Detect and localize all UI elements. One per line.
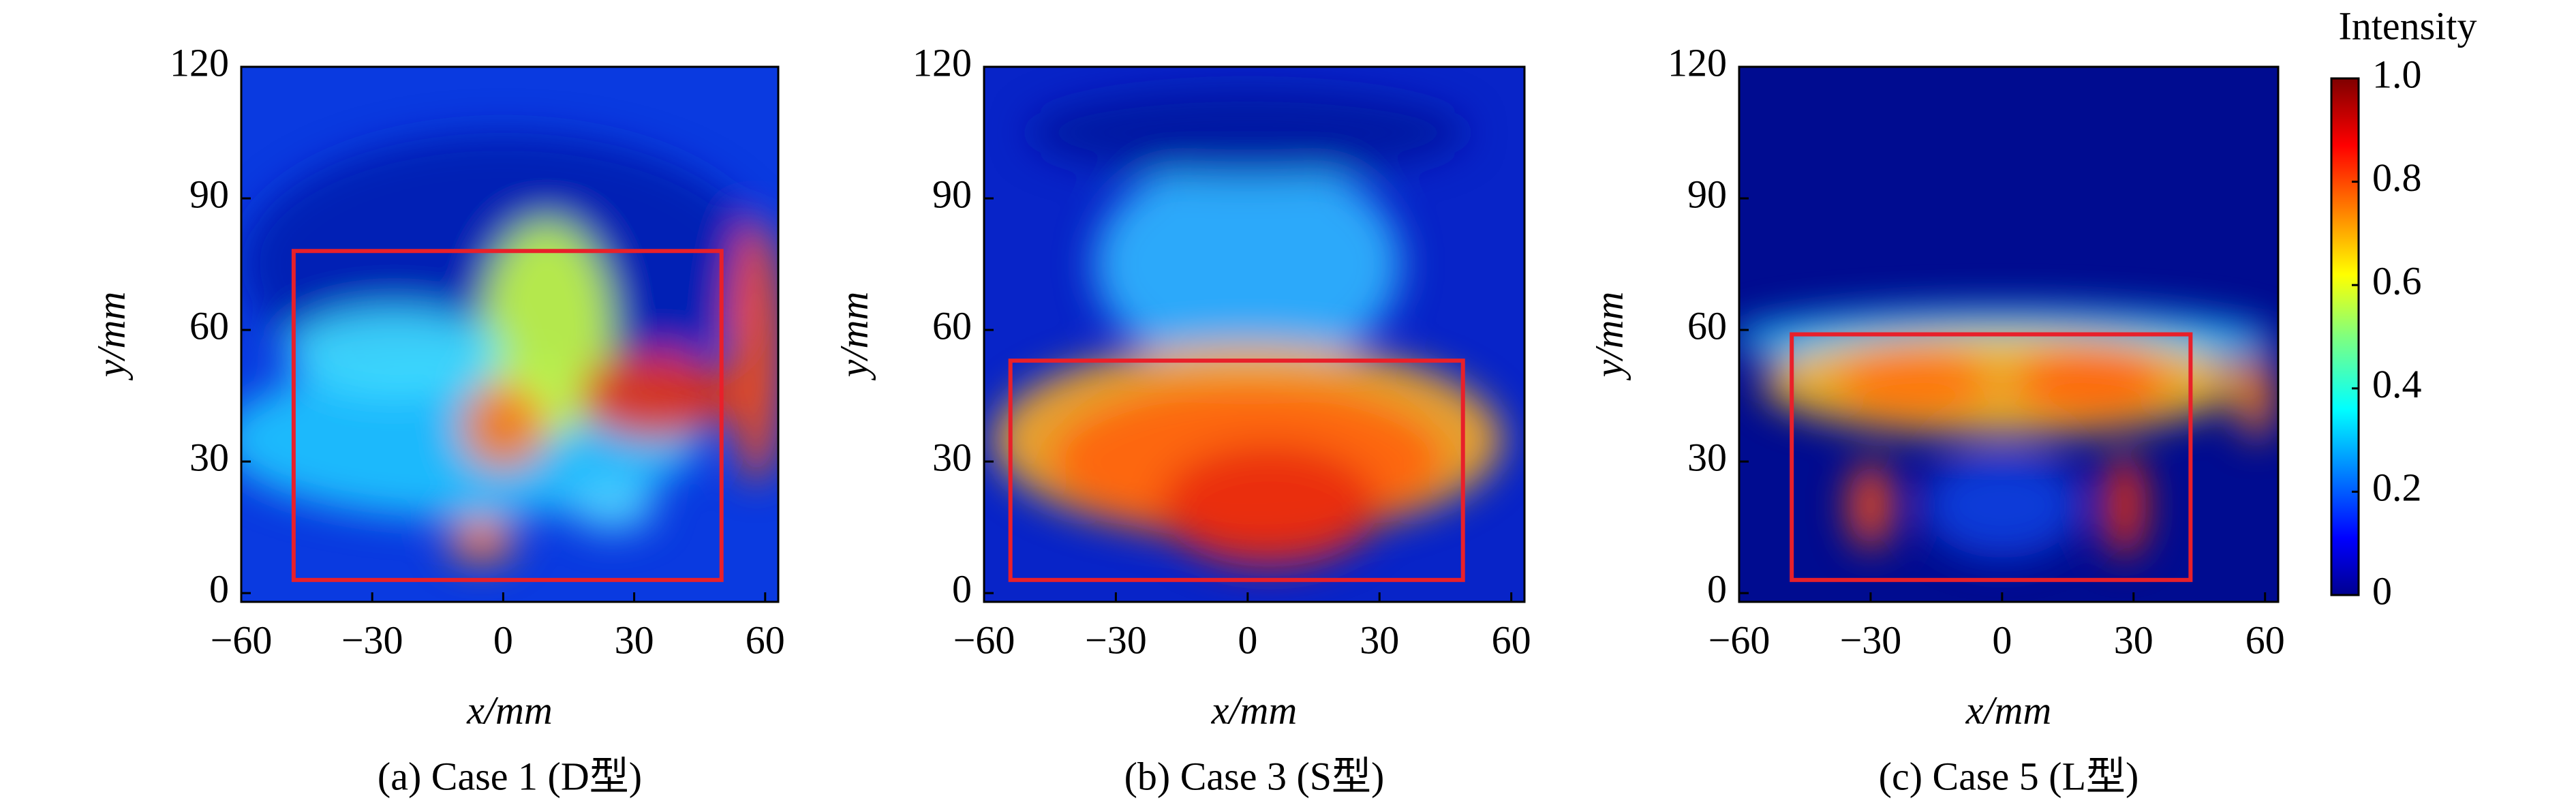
- intensity-blob: [1761, 330, 2243, 436]
- heatmap-blobs: [992, 89, 1503, 567]
- x-tick-label: −30: [341, 618, 403, 662]
- x-axis-label: x/mm: [1965, 688, 2052, 732]
- colorbar-tick-label: 1.0: [2372, 52, 2422, 96]
- colorbar-label: Intensity: [2339, 3, 2477, 48]
- x-tick-label: −60: [953, 618, 1015, 662]
- frame: [983, 65, 1526, 603]
- intensity-blob: [577, 352, 735, 440]
- y-axis-label: y/mm: [831, 292, 876, 381]
- y-tick-label: 60: [1687, 303, 1727, 348]
- frame: [240, 65, 780, 603]
- intensity-blob: [2010, 347, 2169, 418]
- x-tick-label: 0: [1238, 618, 1257, 662]
- x-axis-label: x/mm: [466, 688, 553, 732]
- caption: (a) Case 1 (D型): [378, 754, 642, 798]
- frame: [1738, 65, 2280, 603]
- y-tick-label: 120: [170, 40, 229, 85]
- x-tick-label: 60: [1492, 618, 1531, 662]
- heatmap-blobs: [1739, 307, 2274, 558]
- heatmap-panel: −60 −30 0 30 60 0 30 60 90 120 x/mm y/mm (a) Case 1 …: [89, 40, 784, 798]
- y-tick-label: 30: [189, 435, 229, 479]
- y-tick-label: 90: [932, 172, 972, 216]
- intensity-blob: [1923, 453, 2081, 558]
- x-tick-label: 0: [493, 618, 513, 662]
- region-box: [1790, 332, 2193, 582]
- x-tick-label: 60: [746, 618, 785, 662]
- colorbar-tick-label: 0.6: [2372, 259, 2422, 303]
- intensity-blob: [1028, 89, 1468, 177]
- intensity-blob: [2239, 352, 2274, 440]
- intensity-blob: [1094, 154, 1402, 374]
- x-tick-label: −60: [1708, 618, 1770, 662]
- intensity-blob: [568, 479, 656, 532]
- heatmap-image: [241, 67, 778, 602]
- y-tick-label: 30: [1687, 435, 1727, 479]
- intensity-blob: [1835, 347, 1993, 418]
- intensity-blob: [459, 382, 547, 470]
- intensity-blob: [2102, 453, 2147, 558]
- heatmap-panel: −60 −30 0 30 60 0 30 60 90 120 x/mm y/mm (b) Case 3 …: [831, 40, 1531, 798]
- y-axis-label: y/mm: [1586, 292, 1631, 381]
- region-box: [1008, 359, 1465, 582]
- x-axis-label: x/mm: [1211, 688, 1298, 732]
- colorbar-tick-label: 0.4: [2372, 362, 2422, 406]
- y-tick-label: 60: [189, 303, 229, 348]
- colorbar: [2330, 77, 2360, 596]
- intensity-blob: [1159, 444, 1380, 567]
- x-tick-label: −60: [211, 618, 273, 662]
- intensity-blob: [1848, 461, 1893, 549]
- y-tick-label: 120: [1668, 40, 1727, 85]
- y-tick-label: 90: [189, 172, 229, 216]
- x-tick-label: 0: [1992, 618, 2012, 662]
- y-tick-label: 0: [209, 566, 229, 611]
- caption: (c) Case 5 (L型): [1879, 754, 2139, 798]
- colorbar-tick-label: 0.2: [2372, 466, 2422, 510]
- x-tick-label: 60: [2245, 618, 2285, 662]
- y-tick-label: 90: [1687, 172, 1727, 216]
- colorbar-tick-label: 0: [2372, 568, 2392, 613]
- x-tick-label: 30: [1360, 618, 1399, 662]
- x-tick-label: 30: [2114, 618, 2153, 662]
- intensity-blob: [446, 518, 517, 563]
- heatmap-image: [984, 67, 1524, 602]
- y-tick-label: 60: [932, 303, 972, 348]
- y-tick-label: 0: [1707, 566, 1727, 611]
- intensity-blob: [730, 220, 778, 484]
- heatmap-panel: −60 −30 0 30 60 0 30 60 90 120 x/mm y/mm (c) Case 5 …: [1586, 40, 2284, 798]
- x-tick-label: −30: [1085, 618, 1147, 662]
- y-tick-label: 120: [913, 40, 972, 85]
- colorbar-tick-label: 0.8: [2372, 155, 2422, 200]
- heatmap-blobs: [241, 132, 778, 563]
- y-tick-label: 0: [952, 566, 972, 611]
- y-tick-label: 30: [932, 435, 972, 479]
- x-tick-label: 30: [615, 618, 654, 662]
- region-box: [291, 249, 724, 582]
- intensity-blob: [285, 307, 504, 396]
- x-tick-label: −30: [1840, 618, 1902, 662]
- y-axis-label: y/mm: [89, 292, 133, 381]
- caption: (b) Case 3 (S型): [1124, 754, 1385, 798]
